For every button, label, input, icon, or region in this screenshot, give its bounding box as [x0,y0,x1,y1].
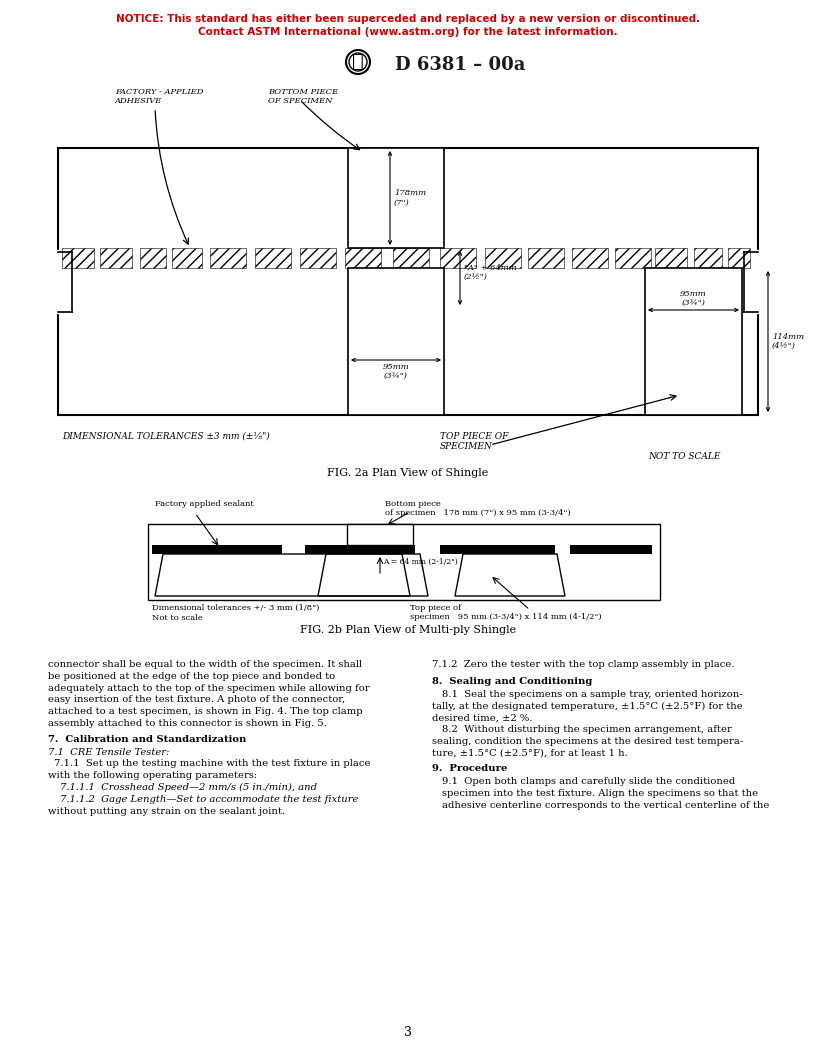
Text: assembly attached to this connector is shown in Fig. 5.: assembly attached to this connector is s… [48,719,327,728]
Text: Not to scale: Not to scale [152,614,202,622]
Bar [210,248,246,268]
Bar [140,248,166,268]
Text: connector shall be equal to the width of the specimen. It shall: connector shall be equal to the width of… [48,660,362,670]
Bar [528,248,564,268]
Bar [440,545,555,554]
Bar [440,248,476,268]
Bar [347,524,413,545]
Text: 3: 3 [404,1025,412,1038]
Text: FACTORY - APPLIED
ADHESIVE: FACTORY - APPLIED ADHESIVE [115,88,203,106]
Text: attached to a test specimen, is shown in Fig. 4. The top clamp: attached to a test specimen, is shown in… [48,708,362,716]
Bar [348,148,444,248]
Text: FIG. 2b Plan View of Multi-ply Shingle: FIG. 2b Plan View of Multi-ply Shingle [300,625,516,635]
Text: "A" + 64mm
(2½"): "A" + 64mm (2½") [464,264,517,282]
Text: without putting any strain on the sealant joint.: without putting any strain on the sealan… [48,807,285,815]
Text: Dimensional tolerances +/- 3 mm (1/8"): Dimensional tolerances +/- 3 mm (1/8") [152,604,319,612]
Text: 8.1  Seal the specimens on a sample tray, oriented horizon-: 8.1 Seal the specimens on a sample tray,… [442,690,743,699]
Bar [255,248,291,268]
Text: 7.1  CRE Tensile Tester:: 7.1 CRE Tensile Tester: [48,748,170,756]
Text: desired time, ±2 %.: desired time, ±2 %. [432,713,532,722]
Text: A = 64 mm (2-1/2"): A = 64 mm (2-1/2") [383,558,458,566]
Text: 95mm
(3¾"): 95mm (3¾") [383,363,410,380]
Text: 7.  Calibration and Standardization: 7. Calibration and Standardization [48,735,246,743]
Text: 7.1.1.2  Gage Length—Set to accommodate the test fixture: 7.1.1.2 Gage Length—Set to accommodate t… [60,795,358,804]
Bar [694,248,722,268]
Text: tally, at the designated temperature, ±1.5°C (±2.5°F) for the: tally, at the designated temperature, ±1… [432,701,743,711]
Text: Bottom piece
of specimen   178 mm (7") x 95 mm (3-3/4"): Bottom piece of specimen 178 mm (7") x 9… [385,499,570,517]
Text: specimen into the test fixture. Align the specimens so that the: specimen into the test fixture. Align th… [442,789,758,798]
Text: Contact ASTM International (www.astm.org) for the latest information.: Contact ASTM International (www.astm.org… [198,27,618,37]
Text: 114mm
(4½"): 114mm (4½") [772,333,804,351]
Text: 7.1.1.1  Crosshead Speed—2 mm/s (5 in./min), and: 7.1.1.1 Crosshead Speed—2 mm/s (5 in./mi… [60,782,317,792]
Bar [655,248,687,268]
Text: 178mm
(7"): 178mm (7") [394,189,426,207]
Bar [348,148,444,248]
Text: 9.  Procedure: 9. Procedure [432,765,508,773]
Text: adhesive centerline corresponds to the vertical centerline of the: adhesive centerline corresponds to the v… [442,800,769,810]
Text: with the following operating parameters:: with the following operating parameters: [48,771,257,780]
Bar [728,248,750,268]
Text: FIG. 2a Plan View of Shingle: FIG. 2a Plan View of Shingle [327,468,489,478]
Bar [615,248,651,268]
Text: BOTTOM PIECE
OF SPECIMEN: BOTTOM PIECE OF SPECIMEN [268,88,338,106]
Text: D 6381 – 00a: D 6381 – 00a [395,56,526,74]
Text: sealing, condition the specimens at the desired test tempera-: sealing, condition the specimens at the … [432,737,743,746]
Bar [58,148,758,415]
Bar [148,524,660,600]
Text: Factory applied sealant: Factory applied sealant [155,499,254,508]
Bar [345,248,381,268]
Text: 7.1.1  Set up the testing machine with the test fixture in place: 7.1.1 Set up the testing machine with th… [54,759,370,769]
Bar [152,545,282,554]
Bar [100,248,132,268]
Text: NOT TO SCALE: NOT TO SCALE [648,452,721,461]
Text: 7.1.2  Zero the tester with the top clamp assembly in place.: 7.1.2 Zero the tester with the top clamp… [432,660,734,670]
Text: 95mm
(3¾"): 95mm (3¾") [680,289,707,307]
Bar [570,545,652,554]
Text: 8.  Sealing and Conditioning: 8. Sealing and Conditioning [432,677,592,685]
Bar [393,248,429,268]
Text: 8.2  Without disturbing the specimen arrangement, after: 8.2 Without disturbing the specimen arra… [442,725,732,734]
Bar [305,545,415,554]
Text: easy insertion of the test fixture. A photo of the connector,: easy insertion of the test fixture. A ph… [48,696,345,704]
Text: adequately attach to the top of the specimen while allowing for: adequately attach to the top of the spec… [48,683,370,693]
Bar [62,248,94,268]
Text: Ⓐ: Ⓐ [353,52,364,71]
Bar [485,248,521,268]
Bar [300,248,336,268]
Text: ture, ±1.5°C (±2.5°F), for at least 1 h.: ture, ±1.5°C (±2.5°F), for at least 1 h. [432,749,628,757]
Text: TOP PIECE OF
SPECIMEN: TOP PIECE OF SPECIMEN [440,432,508,451]
Text: DIMENSIONAL TOLERANCES ±3 mm (±⅛"): DIMENSIONAL TOLERANCES ±3 mm (±⅛") [62,432,270,441]
Bar [348,268,444,415]
Bar [572,248,608,268]
Bar [645,268,742,415]
Text: 9.1  Open both clamps and carefully slide the conditioned: 9.1 Open both clamps and carefully slide… [442,777,735,787]
Text: be positioned at the edge of the top piece and bonded to: be positioned at the edge of the top pie… [48,672,335,681]
Bar [172,248,202,268]
Text: Top piece of
specimen   95 mm (3-3/4") x 114 mm (4-1/2"): Top piece of specimen 95 mm (3-3/4") x 1… [410,604,601,621]
Text: NOTICE: This standard has either been superceded and replaced by a new version o: NOTICE: This standard has either been su… [116,14,700,24]
